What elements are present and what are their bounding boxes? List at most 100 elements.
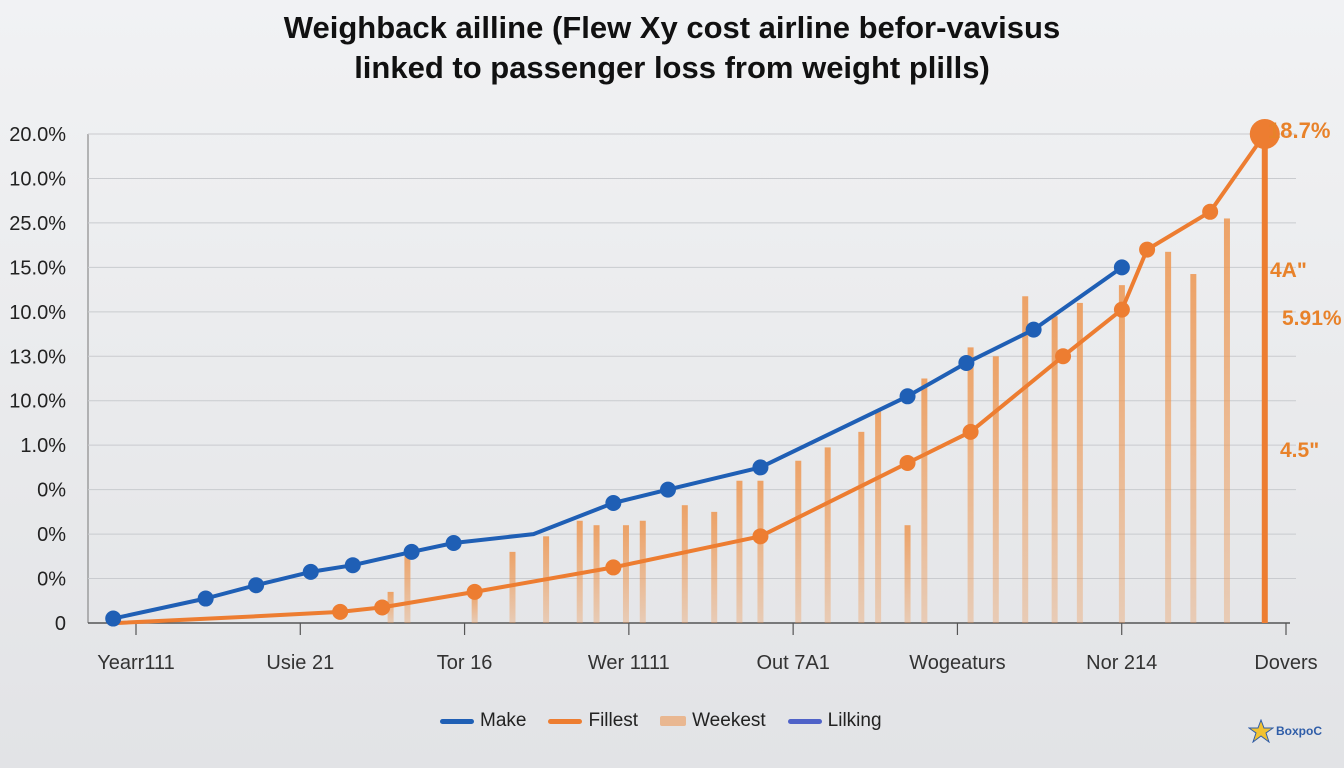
bar [757, 480, 764, 623]
chart-title-line-1: Weighback ailline (Flew Xy cost airline … [283, 10, 1061, 45]
line-markers [105, 119, 1280, 627]
y-tick-label: 10.0% [9, 302, 66, 324]
line-make [111, 265, 1124, 621]
legend-swatch-lilking [787, 718, 822, 724]
point-make [105, 610, 122, 627]
line-series [111, 132, 1267, 625]
bar [921, 378, 928, 623]
bar [1118, 285, 1125, 623]
bar [471, 591, 478, 623]
legend-item-weekest: Weekest [660, 710, 766, 732]
x-tick-label: Wer 1111 [588, 652, 670, 674]
highlight-bar [1261, 134, 1268, 623]
x-tick-label: Wogeaturs [909, 652, 1005, 674]
bar [681, 505, 688, 623]
bar [509, 551, 516, 623]
chart-title-line-2: linked to passenger loss from weight pli… [354, 50, 990, 85]
point-make [445, 534, 462, 551]
point-make [958, 354, 975, 371]
y-tick-label: 10.0% [9, 168, 66, 190]
logo-text: BoxpoC [1276, 724, 1322, 738]
star-logo-icon [1248, 719, 1274, 743]
y-tick-label: 13.0% [9, 346, 66, 368]
point-make [659, 481, 676, 498]
point-make [752, 459, 769, 476]
bar [711, 511, 718, 623]
bar [858, 431, 865, 623]
legend-label-weekest: Weekest [692, 710, 766, 731]
bar [593, 525, 600, 623]
bar-series-weekest [387, 134, 1268, 624]
x-tick-label: Nor 214 [1086, 652, 1157, 674]
y-tick-label: 1.0% [20, 435, 66, 457]
bar [875, 409, 882, 623]
x-tick-label: Usie 21 [266, 652, 334, 674]
chart-gridlines [87, 133, 1296, 623]
y-tick-label: 0% [37, 569, 66, 591]
point-fillest [899, 454, 916, 471]
point-fillest [605, 559, 622, 576]
y-tick-label: 0% [37, 524, 66, 546]
bar [622, 525, 629, 623]
point-fillest [1139, 241, 1156, 258]
point-fillest [1202, 203, 1219, 220]
y-tick-label: 0% [37, 480, 66, 502]
line-fillest [115, 132, 1267, 625]
bar [967, 347, 974, 623]
annotation-mid-1: 4A" [1270, 259, 1307, 282]
point-fillest [1113, 301, 1130, 318]
legend-swatch-make [440, 718, 474, 724]
bar [639, 520, 646, 623]
x-tick-label: Dovers [1254, 652, 1317, 674]
annotation-mid-2: 5.91% [1282, 307, 1342, 330]
legend-item-make: Make [440, 710, 526, 732]
chart-legend: Make Fillest Weekest Lilking [440, 708, 882, 734]
x-tick-label: Tor 16 [437, 652, 493, 674]
point-fillest [466, 583, 483, 600]
y-axis-ticks: 0 0% 0% 0% 1.0% 10.0% 13.0% 10.0% 15.0% 25.0% 10.0… [9, 124, 66, 635]
bar [1223, 218, 1230, 624]
point-make [1025, 321, 1042, 338]
legend-label-fillest: Fillest [588, 710, 639, 731]
bar [904, 525, 911, 623]
bar [992, 356, 999, 623]
bar [1022, 296, 1029, 623]
x-axis: Yearr111 Usie 21 Tor 16 Wer 1111 Out 7A1 Woge… [88, 622, 1318, 674]
bar [736, 480, 743, 623]
highlight-point [1249, 119, 1280, 149]
legend-swatch-weekest [660, 716, 687, 726]
bar [795, 460, 802, 623]
point-fillest [332, 603, 349, 620]
bar [404, 551, 411, 623]
bar [1190, 274, 1197, 623]
annotation-top-value: 18.7% [1268, 118, 1330, 143]
legend-item-fillest: Fillest [548, 710, 638, 732]
bar [824, 447, 831, 623]
legend-swatch-fillest [548, 718, 583, 724]
legend-label-lilking: Lilking [827, 710, 882, 731]
y-tick-label: 15.0% [9, 257, 66, 279]
x-tick-label: Yearr111 [97, 652, 174, 674]
annotation-mid-3: 4.5" [1280, 439, 1319, 462]
point-fillest [1055, 348, 1072, 365]
bar [1165, 251, 1172, 623]
point-make [403, 543, 420, 560]
bar [1076, 302, 1083, 623]
y-tick-label: 10.0% [9, 391, 66, 413]
point-make [1113, 259, 1130, 276]
chart-title: Weighback ailline (Flew Xy cost airline … [0, 8, 1344, 88]
bar [1051, 316, 1058, 623]
point-fillest [374, 599, 391, 616]
point-fillest [752, 528, 769, 545]
legend-label-make: Make [480, 710, 527, 731]
y-tick-label: 0 [55, 613, 66, 635]
legend-item-lilking: Lilking [787, 710, 882, 732]
brand-logo: BoxpoC [1248, 716, 1340, 746]
point-make [197, 590, 214, 607]
point-make [344, 557, 361, 574]
point-fillest [962, 423, 979, 440]
point-make [302, 563, 319, 580]
y-tick-label: 25.0% [9, 213, 66, 235]
chart-annotations: 4A" 5.91% 4.5" 18.7% [1268, 118, 1342, 462]
